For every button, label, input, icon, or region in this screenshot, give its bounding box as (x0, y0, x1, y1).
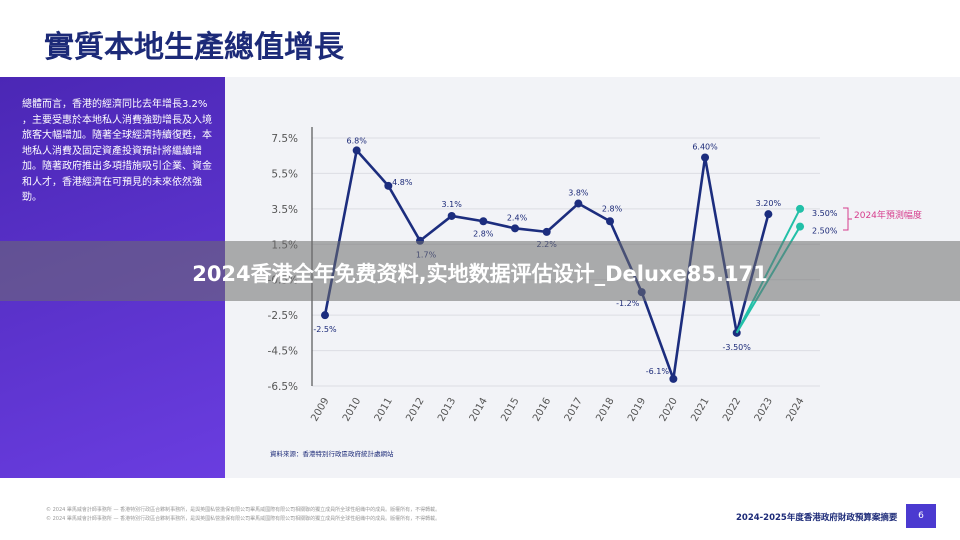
footer-title: 2024-2025年度香港政府財政預算案摘要 (736, 513, 898, 523)
point (669, 374, 678, 383)
value-label: 2.4% (507, 213, 528, 222)
y-tick-label: -6.5% (268, 381, 298, 393)
value-label: -6.1% (646, 367, 670, 376)
value-label: 4.8% (392, 178, 413, 187)
x-tick-label: 2020 (658, 396, 680, 424)
x-tick-label: 2015 (499, 396, 521, 424)
value-label: 2.50% (812, 227, 838, 236)
point (542, 227, 551, 236)
page-number: 6 (906, 504, 936, 528)
point (574, 199, 583, 208)
point (701, 153, 710, 162)
point (606, 217, 615, 226)
point (796, 204, 805, 213)
point (321, 311, 329, 320)
value-label: 3.50% (812, 209, 838, 218)
x-tick-label: 2019 (626, 396, 648, 424)
value-label: 2.8% (473, 229, 494, 238)
annotation-bracket (843, 207, 852, 231)
x-tick-label: 2023 (753, 396, 775, 424)
x-tick-label: 2022 (721, 396, 743, 424)
fine-print: © 2024 畢馬威會計師事務所 — 香港特別行政區合夥制事務所，是與英國私營擔… (46, 516, 441, 522)
value-label: 2.8% (602, 204, 623, 213)
banner-text: 2024香港全年免费资料,实地数据评估设计_Deluxe85.171 (192, 262, 768, 286)
y-tick-label: 3.5% (271, 204, 298, 216)
value-label: 6.8% (347, 136, 368, 145)
value-label: 3.1% (442, 200, 463, 209)
x-tick-label: 2010 (341, 396, 363, 424)
point (796, 222, 805, 231)
x-tick-label: 2024 (784, 396, 806, 424)
value-label: 3.8% (568, 189, 589, 198)
value-label: -3.50% (723, 343, 752, 352)
point (352, 146, 361, 155)
point (479, 217, 488, 226)
point (447, 211, 456, 220)
x-tick-label: 2016 (531, 396, 553, 424)
point (384, 181, 393, 190)
footer (0, 478, 960, 540)
x-tick-label: 2017 (563, 396, 585, 424)
y-tick-label: 7.5% (271, 133, 298, 145)
source: 資料來源：香港特別行政區政府統計處網站 (270, 449, 394, 458)
annotation: 2024年預測幅度 (854, 209, 922, 221)
x-tick-label: 2014 (468, 396, 490, 424)
x-tick-label: 2012 (404, 396, 426, 424)
value-label: -2.5% (313, 325, 337, 334)
x-tick-label: 2021 (689, 396, 711, 424)
x-tick-label: 2018 (594, 396, 616, 424)
slide-title: 實質本地生產總值增長 (44, 30, 344, 65)
summary-text: 總體而言，香港的經濟同比去年增長3.2% ，主要受惠於本地私人消費強勁增長及入境… (22, 99, 212, 203)
fine-print: © 2024 畢馬威會計師事務所 — 香港特別行政區合夥制事務所，是與英國私營擔… (46, 507, 441, 513)
x-tick-label: 2009 (309, 396, 331, 424)
point (511, 224, 520, 233)
y-tick-label: 5.5% (271, 168, 298, 180)
value-label: 3.20% (756, 199, 782, 208)
x-tick-label: 2013 (436, 396, 458, 424)
value-label: -1.2% (616, 299, 640, 308)
x-tick-label: 2011 (373, 396, 395, 424)
value-label: 6.40% (692, 142, 718, 151)
y-tick-label: -4.5% (268, 346, 298, 358)
y-tick-label: -2.5% (268, 310, 298, 322)
point (764, 210, 773, 219)
banner: 2024香港全年免费资料,实地数据评估设计_Deluxe85.171 (0, 241, 960, 301)
